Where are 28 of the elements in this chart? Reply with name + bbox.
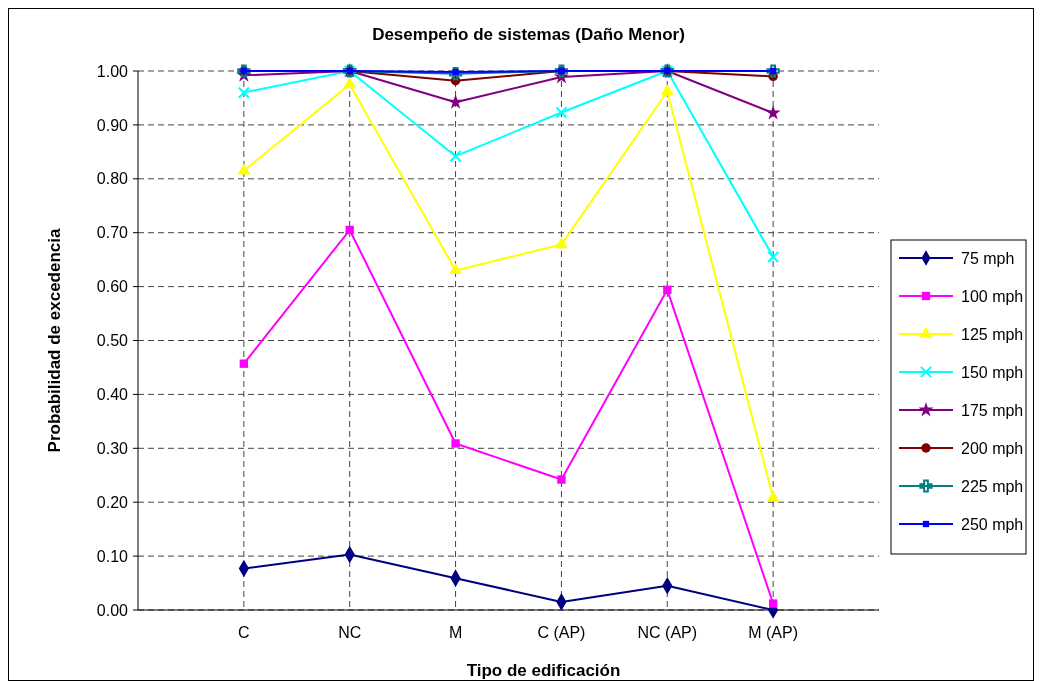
x-tick-label: C <box>238 624 250 641</box>
y-tick-label: 0.70 <box>96 224 129 242</box>
y-tick-label: 0.20 <box>96 493 129 511</box>
x-tick-label: NC (AP) <box>637 624 698 641</box>
x-tick-label: C (AP) <box>537 624 586 641</box>
legend-label: 250 mph <box>961 515 1024 533</box>
y-tick-label: 0.00 <box>96 601 129 619</box>
y-axis-title: Probabilidad de excedencia <box>45 228 64 453</box>
x-tick-label: M <box>448 624 463 641</box>
y-tick-label: 0.50 <box>96 332 129 350</box>
legend-label: 100 mph <box>961 287 1024 305</box>
legend-label: 175 mph <box>961 401 1024 419</box>
y-tick-label: 0.40 <box>96 386 129 403</box>
legend-label: 75 mph <box>961 249 1015 267</box>
legend-label: 200 mph <box>961 439 1024 457</box>
y-tick-label: 0.90 <box>96 116 129 134</box>
x-tick-label: M (AP) <box>748 624 799 641</box>
chart-title: Desempeño de sistemas (Daño Menor) <box>372 25 685 44</box>
y-tick-label: 0.10 <box>96 547 129 565</box>
y-tick-label: 0.30 <box>96 439 129 457</box>
legend-label: 125 mph <box>961 325 1024 343</box>
y-tick-label: 0.60 <box>96 278 129 296</box>
x-tick-label: NC <box>338 624 362 641</box>
legend-label: 225 mph <box>961 477 1024 495</box>
x-axis-title: Tipo de edificación <box>466 661 621 680</box>
y-tick-label: 1.00 <box>96 62 129 80</box>
legend-label: 150 mph <box>961 363 1024 381</box>
y-tick-label: 0.80 <box>96 170 129 188</box>
